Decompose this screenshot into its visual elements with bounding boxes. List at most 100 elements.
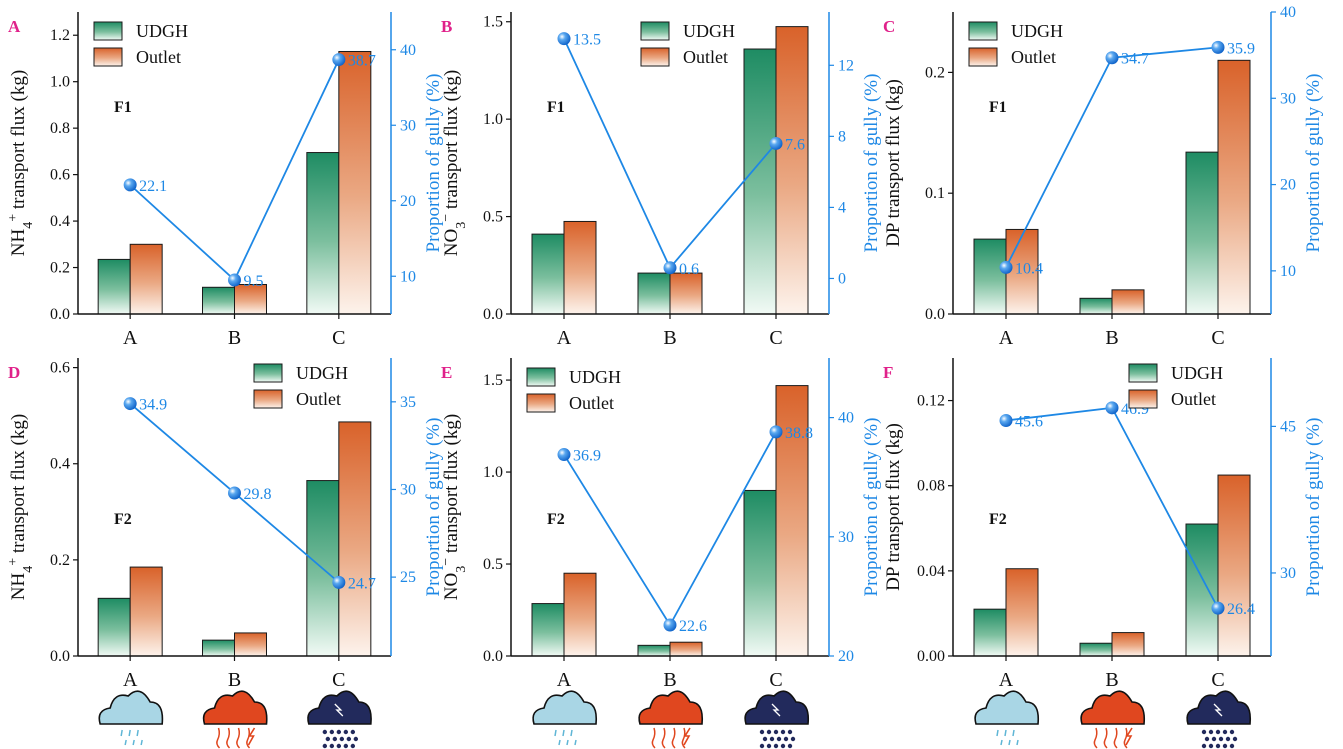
lightning-mark	[683, 727, 691, 746]
x-tick-label: A	[557, 327, 572, 349]
raindrop	[1222, 743, 1228, 749]
proportion-value-label: 34.9	[139, 397, 167, 414]
raindrop	[353, 736, 359, 742]
y2-tick-label: 12	[838, 57, 854, 74]
panel-letter: C	[883, 17, 895, 36]
light-rain-cloud-icon	[974, 690, 1040, 746]
raindrop	[343, 743, 349, 749]
proportion-value-label: 34.7	[1121, 51, 1149, 68]
legend-swatch-udgh	[640, 21, 670, 41]
y-tick-label: 0.8	[50, 120, 70, 137]
bar-udgh-b	[1079, 297, 1113, 315]
raindrop	[1113, 727, 1118, 749]
proportion-point-b	[1105, 401, 1119, 415]
raindrop	[346, 736, 352, 742]
proportion-point-c	[1211, 601, 1225, 615]
raindrop	[329, 729, 335, 735]
lightning-mark	[1125, 727, 1133, 746]
raindrop	[790, 736, 796, 742]
y-title-part: NO	[441, 573, 462, 600]
cloud-shape	[1080, 690, 1146, 725]
raindrop	[562, 729, 565, 737]
legend-swatch-udgh	[968, 21, 998, 41]
proportion-point-a	[999, 414, 1013, 428]
thunderstorm-rain-cloud-icon	[638, 690, 704, 749]
x-tick-label: B	[228, 669, 241, 691]
legend-label: Outlet	[1011, 47, 1056, 67]
y-title-part: NH	[8, 228, 29, 256]
y-tick-label: 0.04	[917, 563, 945, 580]
x-tick-label: A	[999, 669, 1014, 691]
proportion-point-c	[332, 53, 346, 67]
proportion-value-label: 29.8	[244, 486, 272, 503]
raindrop	[776, 736, 782, 742]
raindrop	[574, 739, 577, 746]
cloud-shape	[638, 690, 704, 725]
chart-panel-c: 0.0 0.1 0.2 10 20 30 40 A B C 10.4 34.7 35.9 C F1 UDGH O…	[883, 4, 1324, 349]
y-tick-label: 0.6	[50, 360, 70, 377]
y2-tick-label: 30	[838, 529, 854, 546]
legend-swatch-udgh	[93, 21, 123, 41]
y-tick-label: 1.0	[50, 74, 70, 91]
legend-label: Outlet	[683, 47, 728, 67]
raindrop	[339, 736, 345, 742]
y2-axis-title: Proportion of gully (%)	[1303, 74, 1324, 253]
x-tick-label: A	[123, 669, 138, 691]
raindrop	[1008, 739, 1011, 746]
raindrop	[787, 743, 793, 749]
x-tick-label: B	[663, 669, 676, 691]
x-tick-label: B	[663, 327, 676, 349]
raindrop	[329, 743, 335, 749]
x-tick-label: C	[769, 327, 782, 349]
y-axis-title: NH4+ transport flux (kg)	[6, 70, 36, 256]
y-tick-label: 0.4	[50, 213, 70, 230]
y2-tick-label: 20	[400, 193, 416, 210]
proportion-point-b	[228, 273, 241, 287]
proportion-value-label: 24.7	[348, 575, 376, 592]
panel-letter: B	[441, 17, 452, 36]
raindrop	[322, 743, 328, 749]
bar-outlet-a	[129, 243, 163, 315]
raindrop	[566, 739, 569, 746]
cloud-shape	[98, 690, 164, 725]
factor-label: F2	[547, 511, 565, 528]
raindrop	[759, 743, 765, 749]
bar-outlet-c	[775, 26, 809, 315]
y-title-sup: +	[6, 558, 21, 566]
raindrop	[1211, 736, 1217, 742]
cloud-shape	[532, 690, 598, 725]
raindrop	[1000, 739, 1003, 746]
bar-udgh-c	[743, 48, 777, 315]
x-tick-label: C	[1211, 669, 1224, 691]
y-tick-label: 0.0	[483, 306, 503, 323]
raindrop	[773, 743, 779, 749]
legend-label: UDGH	[1011, 21, 1063, 41]
raindrop	[1012, 729, 1015, 737]
proportion-point-a	[557, 448, 571, 462]
raindrop	[651, 727, 656, 749]
proportion-point-b	[228, 486, 241, 500]
legend-label: UDGH	[683, 21, 735, 41]
raindrop	[773, 729, 779, 735]
x-tick-label: B	[228, 327, 241, 349]
bar-udgh-a	[97, 597, 131, 657]
raindrop	[762, 736, 768, 742]
bar-outlet-b	[669, 641, 703, 657]
y-title-part: NH	[8, 572, 29, 600]
panel-letter: E	[441, 363, 452, 382]
y-tick-label: 0.1	[925, 185, 945, 202]
y2-tick-label: 35	[400, 394, 416, 411]
raindrop	[996, 729, 999, 737]
x-tick-label: A	[557, 669, 572, 691]
raindrop	[1215, 743, 1221, 749]
proportion-point-b	[663, 261, 677, 275]
heavy-rain-cloud-icon	[744, 690, 810, 749]
proportion-point-c	[332, 575, 346, 589]
weather-icons-layer	[98, 690, 1252, 749]
legend-swatch-outlet	[526, 393, 556, 413]
y-tick-label: 0.6	[50, 167, 70, 184]
raindrop	[787, 729, 793, 735]
y2-tick-label: 40	[838, 410, 854, 427]
legend-swatch-udgh	[1128, 363, 1158, 383]
